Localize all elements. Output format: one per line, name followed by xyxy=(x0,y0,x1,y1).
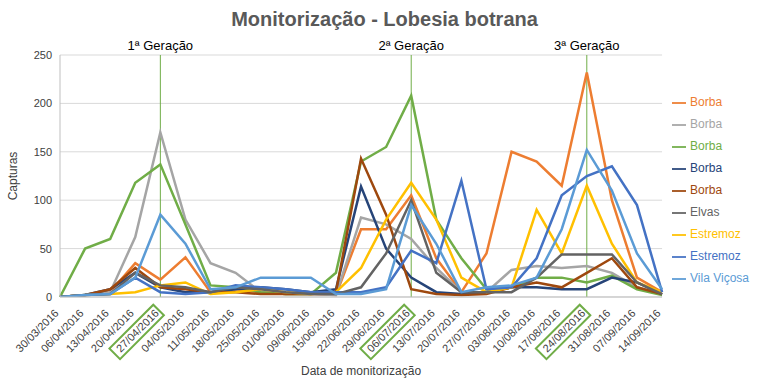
svg-text:07/09/2016: 07/09/2016 xyxy=(590,306,638,355)
svg-text:Capturas: Capturas xyxy=(8,152,20,201)
html-text:Monitorização - Lobesia botran: Monitorização - Lobesia botrana xyxy=(231,8,538,30)
html-text:Borba: Borba xyxy=(690,139,723,153)
svg-text:06/04/2016: 06/04/2016 xyxy=(38,306,86,355)
svg-text:29/06/2016: 29/06/2016 xyxy=(339,306,387,355)
svg-text:20/07/2016: 20/07/2016 xyxy=(414,306,463,355)
svg-text:03/08/2016: 03/08/2016 xyxy=(464,306,513,355)
html-text:Elvas: Elvas xyxy=(690,205,720,219)
svg-text:100: 100 xyxy=(34,194,52,206)
svg-text:04/05/2016: 04/05/2016 xyxy=(138,306,187,355)
svg-text:30/03/2016: 30/03/2016 xyxy=(13,306,61,355)
html-text:Borba: Borba xyxy=(690,117,723,131)
html-text:Estremoz: Estremoz xyxy=(690,249,741,263)
svg-text:20/04/2016: 20/04/2016 xyxy=(88,306,136,355)
svg-text:24/08/2016: 24/08/2016 xyxy=(540,306,588,355)
svg-text:25/05/2016: 25/05/2016 xyxy=(214,306,262,355)
svg-text:17/08/2016: 17/08/2016 xyxy=(515,306,563,355)
svg-text:150: 150 xyxy=(34,146,52,158)
svg-text:0: 0 xyxy=(46,291,52,303)
html-text:Vila Viçosa: Vila Viçosa xyxy=(690,271,749,285)
html-text:Estremoz: Estremoz xyxy=(690,227,741,241)
svg-text:22/06/2016: 22/06/2016 xyxy=(314,306,362,355)
svg-text:250: 250 xyxy=(34,49,52,61)
svg-text:13/07/2016: 13/07/2016 xyxy=(389,306,437,355)
svg-text:Data de monitorização: Data de monitorização xyxy=(301,364,421,378)
svg-text:06/07/2016: 06/07/2016 xyxy=(364,306,412,355)
svg-text:13/04/2016: 13/04/2016 xyxy=(63,306,111,355)
html-text:Borba: Borba xyxy=(690,161,723,175)
svg-text:31/08/2016: 31/08/2016 xyxy=(565,306,613,355)
svg-text:3ª Geração: 3ª Geração xyxy=(554,38,620,53)
svg-text:09/06/2016: 09/06/2016 xyxy=(264,306,312,355)
svg-text:14/09/2016: 14/09/2016 xyxy=(615,307,662,354)
svg-text:18/05/2016: 18/05/2016 xyxy=(188,306,237,355)
svg-text:27/07/2016: 27/07/2016 xyxy=(439,306,488,355)
svg-text:27/04/2016: 27/04/2016 xyxy=(113,306,162,355)
svg-text:10/08/2016: 10/08/2016 xyxy=(489,306,538,355)
svg-text:1ª Geração: 1ª Geração xyxy=(128,38,194,53)
html-text:Borba: Borba xyxy=(690,183,723,197)
svg-text:01/06/2016: 01/06/2016 xyxy=(239,306,287,355)
svg-text:50: 50 xyxy=(40,243,52,255)
svg-text:11/05/2016: 11/05/2016 xyxy=(164,306,212,354)
svg-text:15/06/2016: 15/06/2016 xyxy=(289,306,337,355)
html-text:Borba: Borba xyxy=(690,95,723,109)
svg-text:2ª Geração: 2ª Geração xyxy=(378,38,444,53)
svg-text:200: 200 xyxy=(34,97,52,109)
